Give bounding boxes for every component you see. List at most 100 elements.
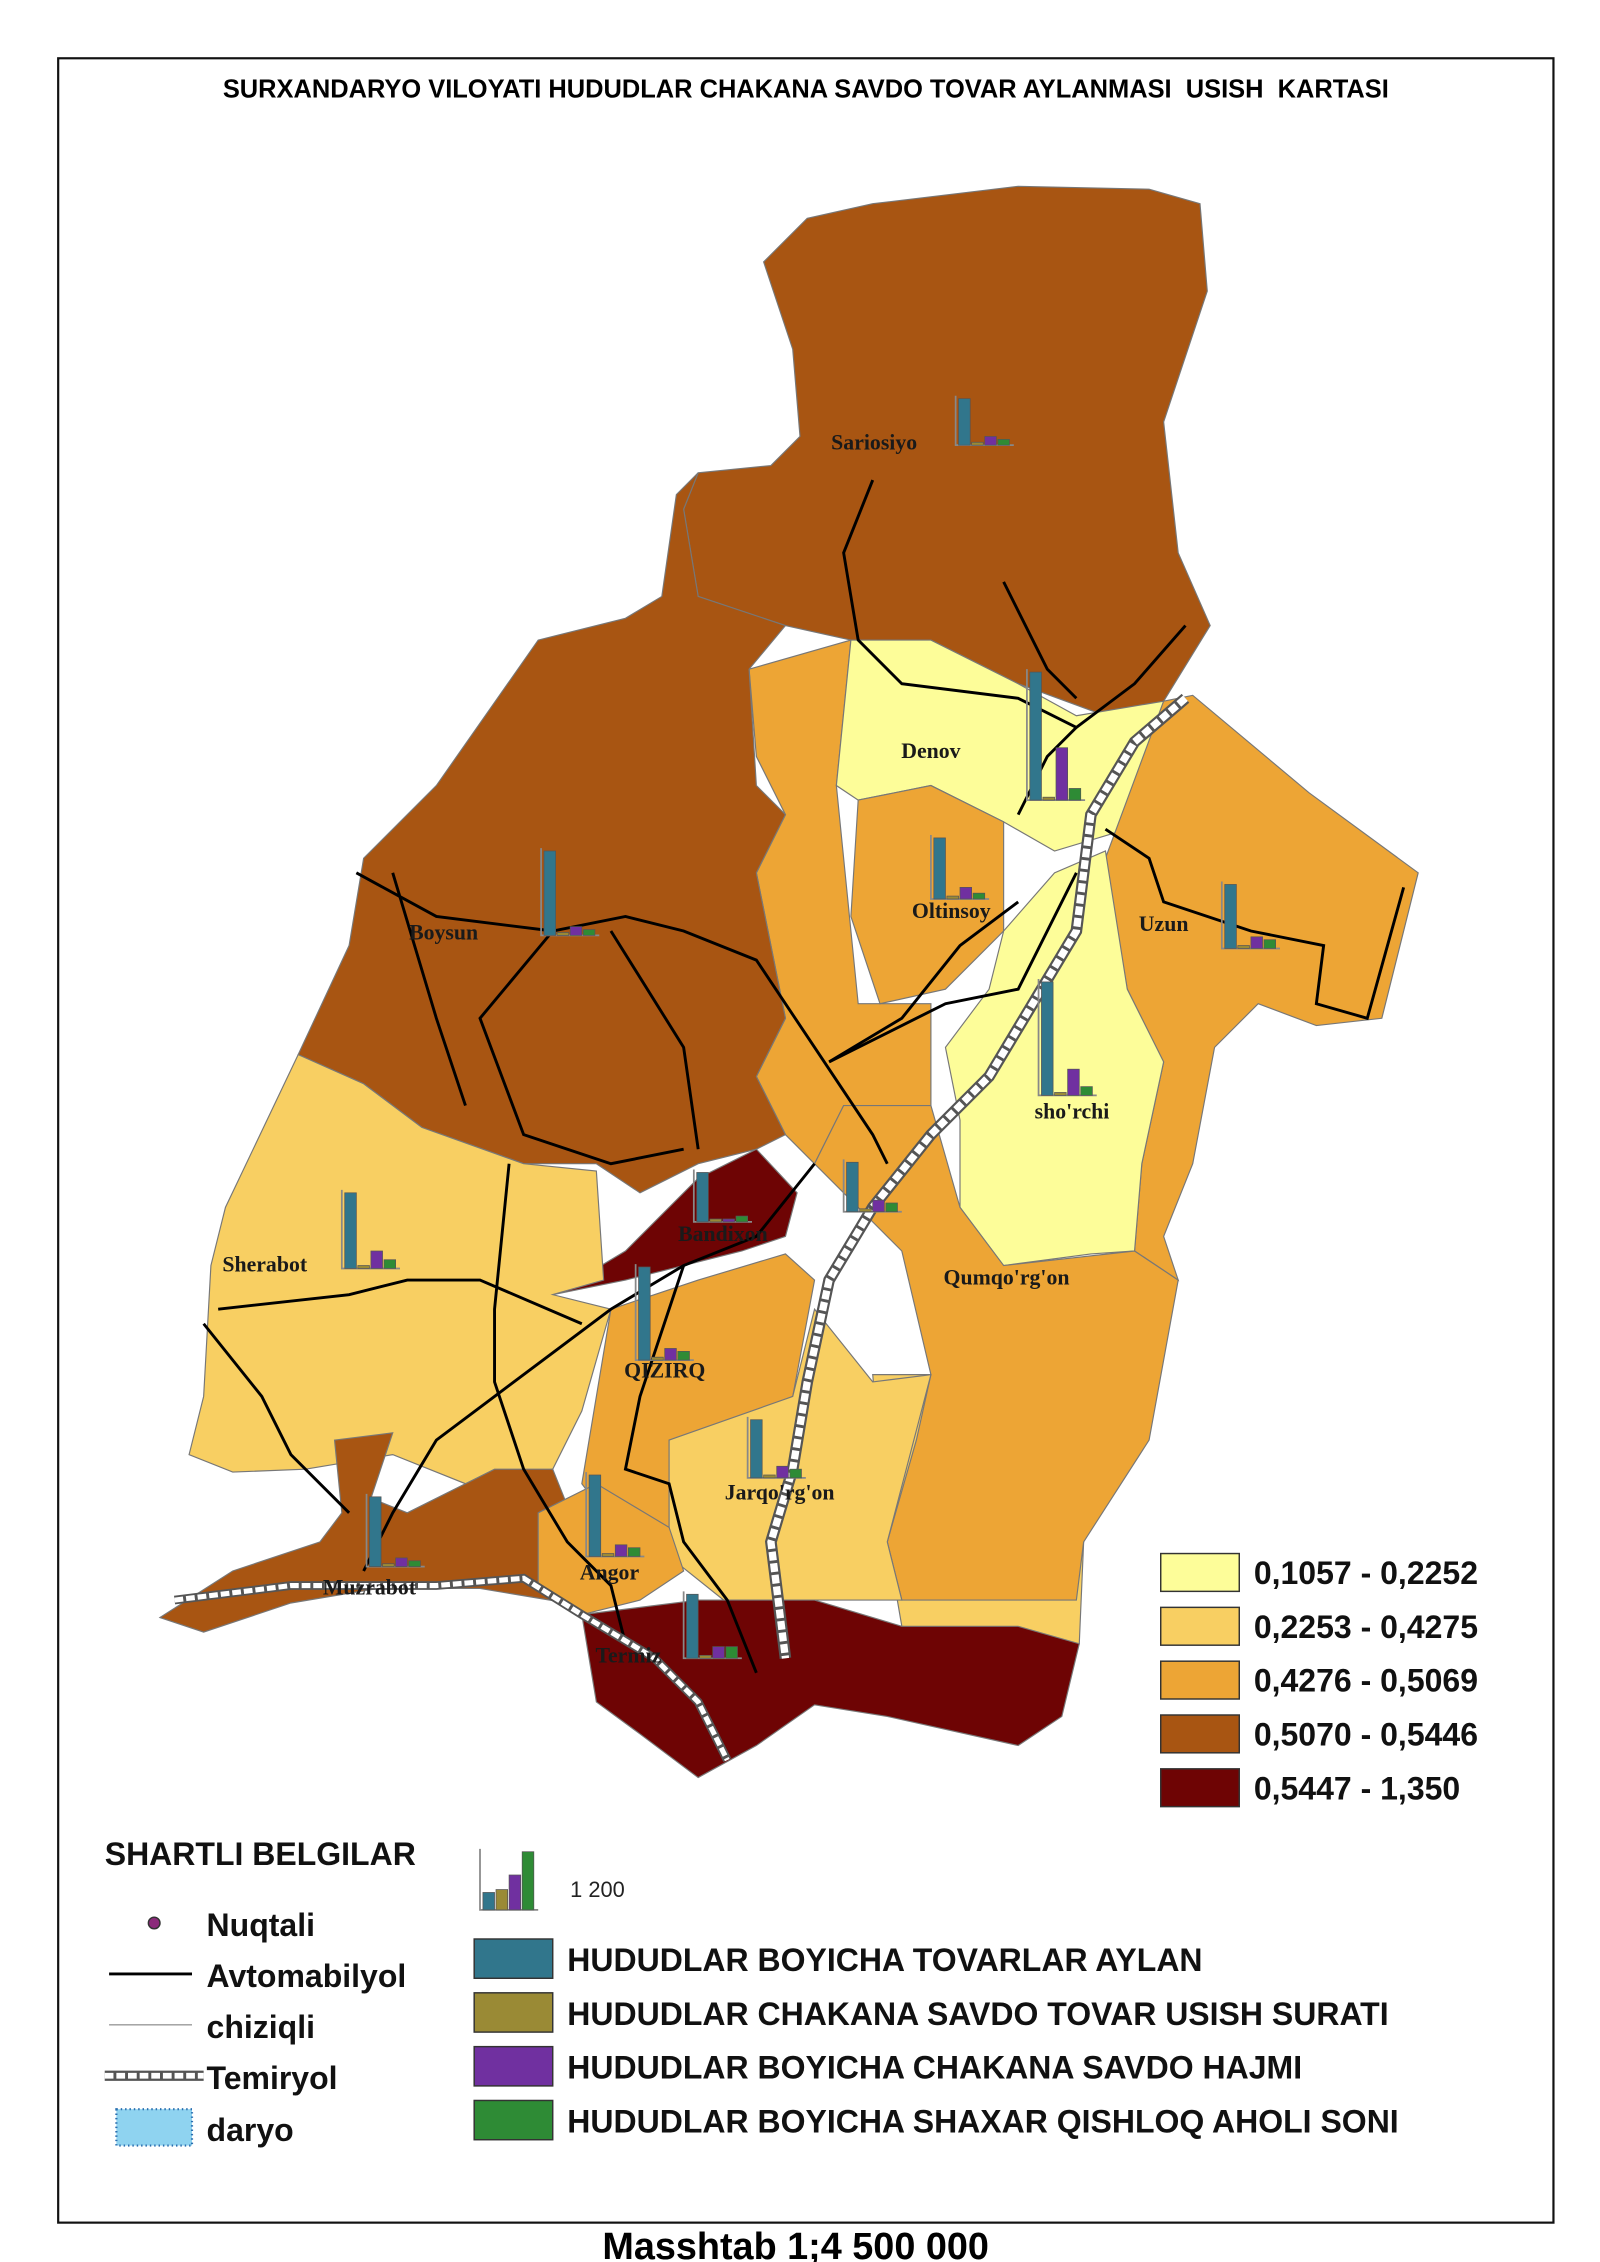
bar: [959, 887, 972, 900]
district-label: Termiz: [595, 1644, 661, 1668]
road: [1016, 726, 1078, 816]
bar: [408, 1560, 421, 1567]
railway-line: [174, 1575, 730, 1762]
bar: [1237, 945, 1250, 949]
bar: [933, 837, 946, 900]
bar: [521, 1851, 535, 1911]
indicator-label: HUDUDLAR BOYICHA SHAXAR QISHLOQ AHOLI SO…: [567, 2103, 1398, 2139]
bar: [750, 1419, 763, 1479]
bar: [664, 1348, 677, 1361]
district-area: [850, 784, 1005, 1005]
legend-swatch: [1160, 1768, 1240, 1808]
map-title: SURXANDARYO VILOYATI HUDUDLAR CHAKANA SA…: [223, 76, 1389, 104]
legend-label: 0,2253 - 0,4275: [1254, 1609, 1478, 1645]
bar: [1067, 1068, 1080, 1096]
bar: [859, 1208, 872, 1213]
bar: [588, 1474, 602, 1557]
bar: [495, 1889, 508, 1911]
bar: [614, 1544, 628, 1557]
road: [1104, 827, 1406, 1021]
bar: [846, 1161, 859, 1213]
indicator-swatch: [473, 1992, 554, 2033]
road: [478, 930, 684, 1166]
bar: [885, 1202, 898, 1213]
bar: [1054, 1092, 1067, 1096]
bar: [1042, 796, 1055, 801]
bar: [569, 926, 583, 936]
district-label: Muzrabot: [323, 1575, 417, 1599]
legend-swatch: [1160, 1660, 1240, 1700]
symbol-label: daryo: [207, 2112, 294, 2148]
bar: [712, 1646, 725, 1659]
district-label: Qumqo'rg'on: [944, 1265, 1070, 1289]
legend-label: 0,5447 - 1,350: [1254, 1770, 1460, 1806]
road: [842, 479, 1187, 730]
bar: [872, 1199, 885, 1213]
bar: [984, 436, 997, 446]
symbol-label: Temiryol: [207, 2060, 338, 2096]
road: [362, 1162, 816, 1572]
bar: [971, 441, 984, 446]
road: [828, 900, 1020, 1064]
district-charts: [340, 395, 1280, 1660]
bar: [1224, 884, 1237, 949]
river-symbol: [115, 2108, 194, 2147]
legend-swatch: [1160, 1606, 1240, 1646]
district-area: [944, 850, 1165, 1267]
district-label: Jarqo'rg'on: [725, 1481, 835, 1505]
bar: [686, 1593, 699, 1659]
scale-text: Masshtab 1;4 500 000: [602, 2226, 989, 2262]
bar: [997, 439, 1010, 446]
symbols-title: SHARTLI BELGILAR: [105, 1836, 416, 1872]
legend: 0,1057 - 0,2252 0,2253 - 0,4275 0,4276 - 0…: [473, 1552, 1478, 2141]
point-symbol: [147, 1916, 161, 1930]
bar: [651, 1356, 664, 1361]
symbol-label: Avtomabilyol: [207, 1958, 407, 1994]
sample-scale-label: 1 200: [570, 1877, 625, 1902]
indicator-swatch: [473, 2099, 554, 2141]
legend-label: 0,4276 - 0,5069: [1254, 1663, 1478, 1699]
district-area: [668, 1307, 932, 1616]
district-label: Sariosiyo: [831, 431, 917, 455]
regions: [158, 185, 1419, 1779]
district-labels: Sariosiyo Denov Boysun Oltinsoy Uzun sho'rchi…: [222, 431, 1188, 1668]
bar: [369, 1496, 382, 1567]
road: [355, 871, 889, 1165]
frame: [57, 57, 1555, 2224]
district-label: Bandixon: [678, 1222, 768, 1246]
district-label: sho'rchi: [1035, 1100, 1110, 1124]
bar: [543, 850, 556, 936]
district-label: Angor: [580, 1561, 640, 1585]
symbol-label: chiziqli: [207, 2009, 315, 2045]
bar: [696, 1172, 709, 1223]
bar: [776, 1465, 789, 1479]
road: [391, 872, 467, 1107]
road: [623, 1265, 758, 1674]
bar: [395, 1557, 408, 1567]
indicator-label: HUDUDLAR CHAKANA SAVDO TOVAR USISH SURAT…: [567, 1996, 1388, 2032]
bar: [763, 1474, 776, 1479]
bar: [677, 1351, 690, 1361]
bar: [556, 932, 570, 936]
bar: [628, 1547, 641, 1557]
bar: [972, 892, 986, 900]
bar: [958, 398, 971, 446]
symbol-label: Nuqtali: [207, 1907, 315, 1943]
district-label: Sherabot: [222, 1252, 308, 1276]
bar: [582, 929, 596, 936]
bar: [482, 1892, 495, 1911]
road: [609, 930, 700, 1150]
bar: [382, 1563, 395, 1567]
railway-line: [767, 695, 1188, 1659]
road: [202, 1322, 351, 1514]
bar: [1041, 981, 1054, 1096]
bar: [725, 1646, 738, 1659]
bar: [789, 1468, 802, 1479]
indicator-swatch: [473, 2045, 554, 2087]
bar: [357, 1265, 370, 1269]
railway: [174, 693, 1190, 1763]
bar: [735, 1215, 748, 1223]
district-area: [552, 1148, 798, 1296]
district-label: Denov: [901, 739, 960, 763]
